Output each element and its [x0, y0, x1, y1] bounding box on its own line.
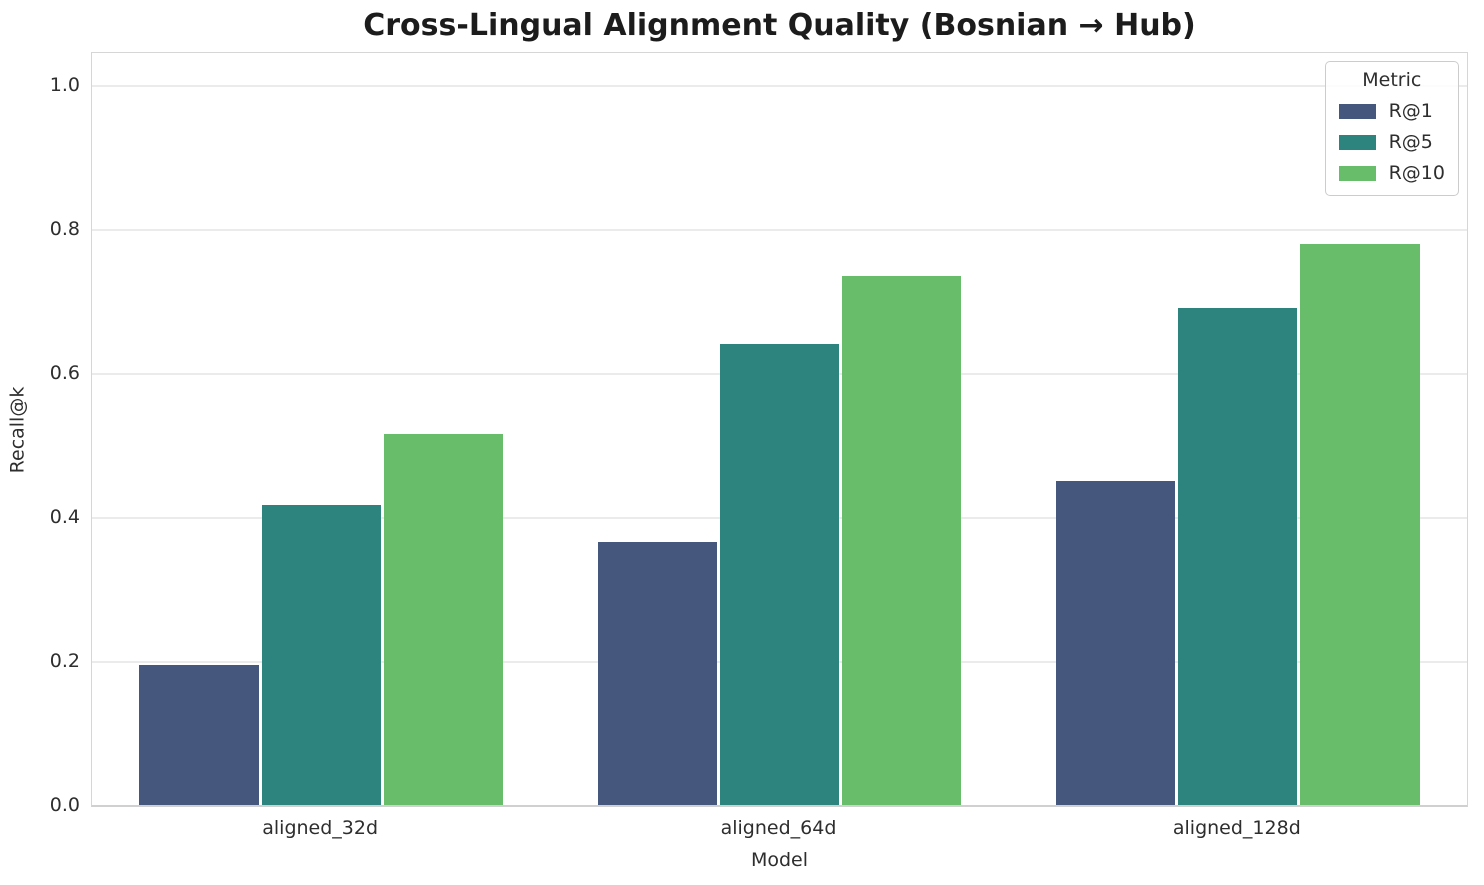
y-axis-label: Recall@k	[6, 386, 29, 474]
gridline-0.8	[92, 229, 1467, 232]
legend-swatch-icon	[1338, 165, 1376, 181]
bar-R1-aligned_64d	[597, 542, 717, 805]
gridline-1.0	[92, 85, 1467, 88]
bar-R5-aligned_32d	[261, 504, 381, 805]
bar-R1-aligned_32d	[139, 664, 259, 805]
legend-label: R@1	[1388, 100, 1433, 122]
y-tick-label-0.4: 0.4	[49, 506, 80, 529]
y-tick-label-0.8: 0.8	[49, 218, 80, 241]
legend-label: R@10	[1388, 162, 1445, 184]
x-tick-label-aligned_64d: aligned_64d	[720, 817, 837, 839]
y-tick-label-0.6: 0.6	[49, 362, 80, 385]
plot-area: Metric R@1 R@5 R@10	[91, 52, 1468, 807]
bar-R10-aligned_128d	[1300, 243, 1420, 805]
legend-label: R@5	[1388, 131, 1433, 153]
chart-title: Cross-Lingual Alignment Quality (Bosnian…	[363, 8, 1196, 43]
legend-items: R@1 R@5 R@10	[1338, 100, 1445, 184]
bar-R5-aligned_128d	[1178, 308, 1298, 805]
y-tick-label-0.0: 0.0	[49, 794, 80, 816]
bar-R5-aligned_64d	[719, 344, 840, 805]
x-axis-label: Model	[750, 849, 809, 871]
bar-R1-aligned_128d	[1056, 481, 1176, 805]
x-tick-label-aligned_32d: aligned_32d	[262, 817, 379, 839]
legend-swatch-icon	[1338, 103, 1376, 119]
bar-R10-aligned_64d	[842, 275, 962, 805]
y-tick-label-1.0: 1.0	[49, 74, 80, 97]
y-tick-label-0.2: 0.2	[49, 650, 80, 673]
legend-item-R10: R@10	[1338, 162, 1445, 184]
legend-item-R1: R@1	[1338, 100, 1445, 122]
legend: Metric R@1 R@5 R@10	[1324, 61, 1459, 196]
legend-item-R5: R@5	[1338, 131, 1445, 153]
legend-title: Metric	[1362, 69, 1422, 91]
legend-swatch-icon	[1338, 134, 1376, 150]
bar-R10-aligned_32d	[383, 434, 503, 805]
x-tick-label-aligned_128d: aligned_128d	[1172, 817, 1301, 839]
